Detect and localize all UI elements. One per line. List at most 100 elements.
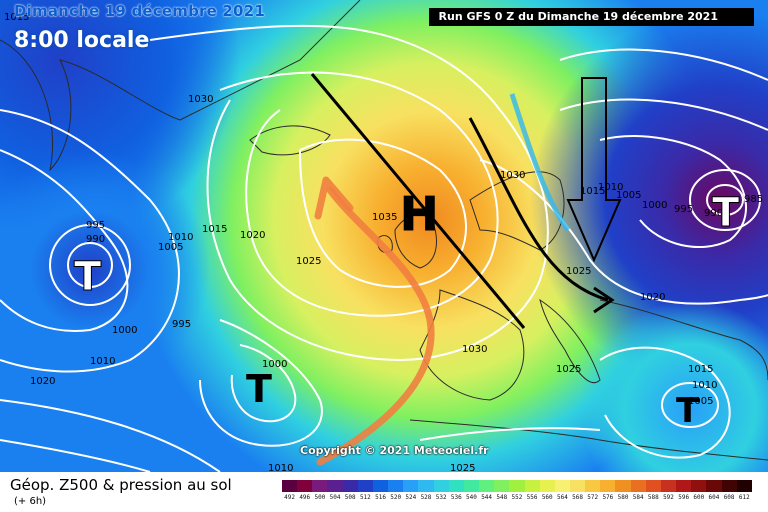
color-scale: 492 496 500 504 508 512 516 520 524 528 532 536 540 5… (282, 480, 752, 504)
scale-swatch (569, 480, 586, 492)
pressure-label: 1000 (642, 200, 667, 211)
pressure-label: 1025 (450, 463, 475, 472)
high-pressure-marker: H (400, 187, 439, 241)
italy-coast (539, 298, 601, 383)
scale-swatch (660, 480, 677, 492)
low-pressure-marker: T (676, 391, 700, 431)
low-pressure-marker: T (712, 190, 740, 236)
isobar (0, 149, 129, 332)
pressure-label: 1015 (202, 224, 227, 235)
isobar (599, 135, 747, 248)
isobar (149, 24, 549, 362)
scale-swatch (418, 480, 434, 492)
scale-swatch (479, 480, 495, 492)
scale-label: 588 (647, 494, 659, 501)
isobar (661, 382, 719, 428)
scale-swatch (676, 480, 692, 492)
scale-label: 536 (450, 494, 462, 501)
scale-swatch (282, 480, 298, 492)
cold-air-arrow-blue (509, 93, 571, 232)
low-pressure-marker: T (74, 254, 102, 300)
pressure-label: 995 (172, 319, 191, 330)
balkans-coast (599, 299, 768, 381)
pressure-label: 990 (704, 208, 723, 219)
map-footer: Géop. Z500 & pression au sol (+ 6h) 492 4… (0, 472, 768, 512)
scale-swatch (585, 480, 601, 492)
scale-swatch (342, 480, 358, 492)
pressure-label: 995 (86, 220, 105, 231)
pressure-labels: 1015 1030 1030 995 990 1005 1010 1015 10… (4, 12, 763, 472)
scale-label: 556 (526, 494, 538, 501)
ridge-axis-line (310, 73, 526, 329)
scale-swatch (721, 480, 737, 492)
isobars (0, 24, 768, 472)
pressure-label: 1005 (158, 242, 183, 253)
scale-label: 576 (602, 494, 614, 501)
map-date: Dimanche 19 décembre 2021 (14, 2, 265, 20)
low-pressure-marker: T (246, 367, 272, 411)
scale-label: 580 (617, 494, 629, 501)
scale-label: 596 (678, 494, 690, 501)
britain-coast (394, 214, 437, 269)
scale-swatch (600, 480, 616, 492)
isobar (599, 346, 731, 459)
pressure-label: 995 (674, 204, 693, 215)
scale-label: 608 (723, 494, 735, 501)
isobar (706, 184, 744, 216)
scale-label: 524 (405, 494, 417, 501)
weather-map: 1015 1030 1030 995 990 1005 1010 1015 10… (0, 0, 768, 472)
pressure-label: 985 (744, 194, 763, 205)
map-canvas: 1015 1030 1030 995 990 1005 1010 1015 10… (0, 0, 768, 472)
copyright-notice: Copyright © 2021 Meteociel.fr (300, 444, 489, 457)
scale-swatch (372, 480, 389, 492)
scale-swatch (554, 480, 570, 492)
pressure-label: 990 (86, 234, 105, 245)
scale-label: 568 (572, 494, 583, 501)
scale-swatch (433, 480, 449, 492)
scale-label: 512 (359, 494, 371, 501)
pressure-label: 1005 (616, 190, 641, 201)
pressure-label: 1020 (30, 376, 55, 387)
scale-swatch (691, 480, 707, 492)
warm-flow-arrow (316, 186, 435, 466)
scale-label: 544 (481, 494, 493, 501)
isobar (49, 224, 131, 306)
scale-label: 564 (556, 494, 568, 501)
scale-label: 612 (738, 494, 750, 501)
scale-label: 492 (284, 494, 295, 501)
isobar (199, 319, 323, 447)
pressure-label: 1010 (268, 463, 293, 472)
pressure-label: 1020 (640, 292, 665, 303)
scale-label: 508 (344, 494, 356, 501)
warm-flow-arrowhead (314, 176, 354, 220)
scale-label: 520 (390, 494, 402, 501)
isobar (219, 71, 499, 317)
scale-label: 548 (496, 494, 508, 501)
pressure-label: 1030 (500, 170, 525, 181)
scale-label: 560 (541, 494, 553, 501)
scale-swatch (509, 480, 525, 492)
scale-swatch (448, 480, 464, 492)
pressure-label: 1010 (90, 356, 115, 367)
color-scale-labels: 492 496 500 504 508 512 516 520 524 528 532 536 540 5… (282, 494, 752, 504)
isobar (689, 169, 761, 231)
pressure-label: 1000 (262, 359, 287, 370)
pressure-label: 1020 (240, 230, 265, 241)
scale-label: 604 (708, 494, 720, 501)
pressure-label: 1015 (4, 12, 29, 23)
run-banner: Run GFS 0 Z du Dimanche 19 décembre 2021 (428, 8, 754, 26)
scale-label: 592 (663, 494, 674, 501)
pressure-label: 1010 (692, 380, 717, 391)
isobar (419, 427, 601, 441)
isobar (479, 159, 768, 305)
pressure-label: 1015 (688, 364, 713, 375)
iceland-coast (249, 125, 331, 156)
pressure-label: 1010 (168, 232, 193, 243)
analysis-arrows (310, 73, 622, 466)
cold-flow-hollow-arrow (566, 77, 622, 263)
pressure-label: 1035 (372, 212, 397, 223)
pressure-label: 1000 (112, 325, 137, 336)
north-africa-coast (409, 419, 768, 461)
pressure-label: 1030 (462, 344, 487, 355)
forecast-offset: (+ 6h) (14, 496, 47, 507)
